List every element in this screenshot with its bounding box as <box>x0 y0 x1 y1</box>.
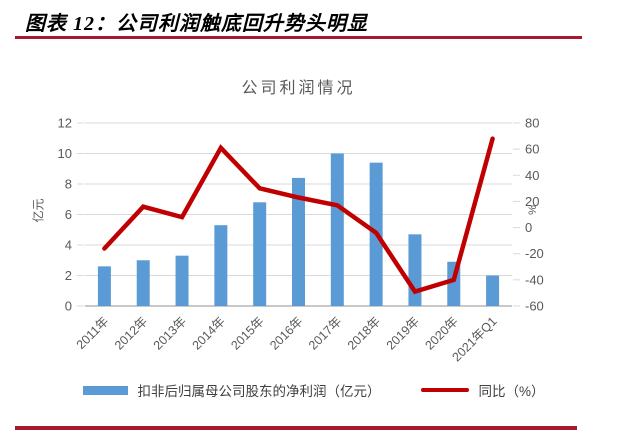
right-axis-tick-label: 0 <box>525 220 532 235</box>
x-axis-tick-label: 2012年 <box>112 314 150 352</box>
right-axis-unit-label: % <box>527 205 539 215</box>
x-axis-tick-label: 2013年 <box>151 314 189 352</box>
left-axis-tick-label: 6 <box>65 207 72 222</box>
net-profit-bar <box>330 153 344 306</box>
x-axis-tick-label: 2019年 <box>384 314 422 352</box>
right-axis-tick-label: 80 <box>525 116 539 131</box>
net-profit-bar <box>175 255 189 306</box>
x-axis-tick-label: 2018年 <box>345 314 383 352</box>
left-axis-tick-label: 2 <box>65 268 72 283</box>
net-profit-bar <box>214 225 228 306</box>
left-axis-unit-label: 亿元 <box>31 198 46 223</box>
net-profit-bar <box>408 234 422 306</box>
net-profit-bar <box>292 177 305 306</box>
x-axis-tick-label: 2011年 <box>74 314 112 352</box>
chart-title: 公司利润情况 <box>241 80 356 97</box>
x-axis-tick-label: 2017年 <box>306 314 344 352</box>
net-profit-legend-swatch <box>83 385 129 395</box>
x-axis-tick-label: 2014年 <box>190 314 228 352</box>
caption-divider-rule <box>15 36 582 39</box>
right-axis-tick-label: -20 <box>525 246 544 261</box>
right-axis-tick-label: 60 <box>525 142 539 157</box>
footer-rule <box>15 426 577 430</box>
figure-caption: 图表 12：公司利润触底回升势头明显 <box>25 13 368 35</box>
x-axis-tick-label: 2020年 <box>422 314 460 352</box>
right-axis-tick-label: 40 <box>525 168 539 183</box>
net-profit-bar <box>253 202 267 306</box>
left-axis-tick-label: 12 <box>58 116 72 131</box>
right-axis-tick-label: 20 <box>525 194 539 209</box>
right-axis-tick-label: -40 <box>525 272 544 287</box>
net-profit-bar <box>97 266 111 306</box>
right-axis-tick-label: -60 <box>525 299 544 314</box>
net-profit-bar <box>486 275 500 306</box>
net-profit-legend-label: 扣非后归属母公司股东的净利润（亿元） <box>137 384 381 399</box>
x-axis-tick-label: 2016年 <box>267 314 305 352</box>
yoy-legend-label: 同比（%） <box>478 384 545 399</box>
left-axis-tick-label: 8 <box>65 177 72 192</box>
left-axis-tick-label: 0 <box>65 299 72 314</box>
yoy-line <box>102 136 495 295</box>
chart-legend: 扣非后归属母公司股东的净利润（亿元） 同比（%） <box>0 380 628 400</box>
net-profit-bar <box>136 260 150 306</box>
yoy-legend-swatch <box>421 388 470 392</box>
left-axis-tick-label: 4 <box>65 238 72 253</box>
left-axis-tick-label: 10 <box>58 146 72 161</box>
x-axis-tick-label: 2015年 <box>228 314 266 352</box>
